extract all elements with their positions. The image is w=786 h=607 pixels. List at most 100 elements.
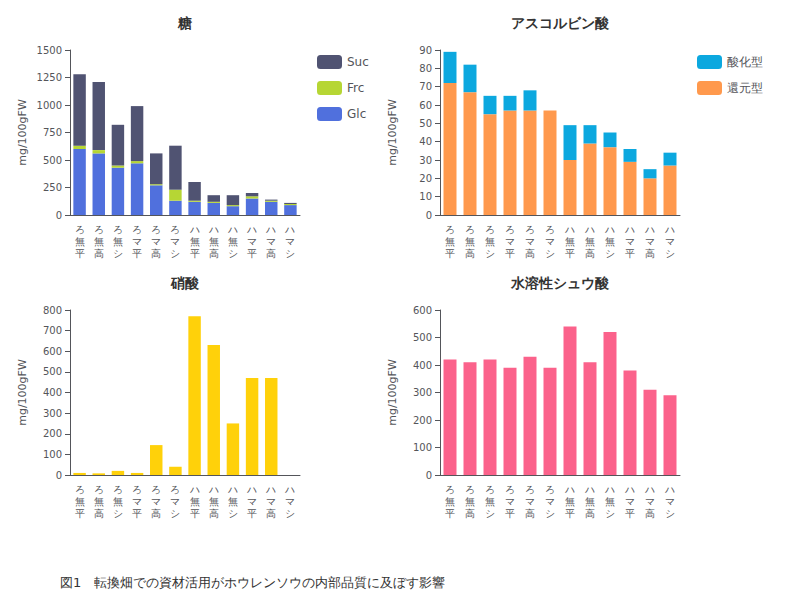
svg-text:ろ: ろ [132, 484, 142, 495]
svg-text:マ: マ [170, 236, 180, 247]
svg-text:700: 700 [43, 325, 62, 336]
svg-text:平: 平 [505, 508, 515, 519]
svg-text:ろ: ろ [151, 224, 161, 235]
svg-text:マ: マ [151, 496, 161, 507]
svg-text:ろ: ろ [485, 484, 495, 495]
svg-text:マ: マ [285, 236, 295, 247]
svg-text:Frc: Frc [347, 81, 364, 95]
svg-text:高: 高 [465, 248, 475, 259]
svg-text:ハ: ハ [246, 484, 257, 495]
svg-text:高: 高 [645, 248, 655, 259]
svg-text:シ: シ [485, 508, 495, 519]
svg-text:ハ: ハ [644, 484, 655, 495]
svg-text:無: 無 [75, 496, 85, 507]
svg-text:マ: マ [645, 496, 655, 507]
svg-text:ハ: ハ [189, 484, 200, 495]
svg-text:無: 無 [209, 496, 219, 507]
svg-text:ろ: ろ [113, 484, 123, 495]
svg-text:500: 500 [413, 332, 432, 343]
svg-text:マ: マ [285, 496, 295, 507]
svg-text:マ: マ [151, 236, 161, 247]
svg-text:高: 高 [151, 508, 161, 519]
svg-text:ろ: ろ [94, 224, 104, 235]
svg-text:1250: 1250 [37, 72, 62, 83]
svg-text:ハ: ハ [564, 224, 575, 235]
svg-text:マ: マ [545, 236, 555, 247]
svg-text:ハ: ハ [584, 224, 595, 235]
svg-text:水溶性シュウ酸: 水溶性シュウ酸 [510, 275, 610, 291]
svg-text:ハ: ハ [189, 224, 200, 235]
svg-text:平: 平 [190, 248, 200, 259]
svg-text:ハ: ハ [664, 484, 675, 495]
svg-text:マ: マ [266, 236, 276, 247]
svg-text:マ: マ [645, 236, 655, 247]
svg-text:0: 0 [56, 210, 62, 221]
svg-text:ろ: ろ [113, 224, 123, 235]
svg-text:平: 平 [505, 248, 515, 259]
svg-text:無: 無 [75, 236, 85, 247]
svg-text:400: 400 [413, 360, 432, 371]
svg-text:高: 高 [266, 248, 276, 259]
svg-text:0: 0 [426, 470, 432, 481]
svg-text:ハ: ハ [624, 224, 635, 235]
svg-text:無: 無 [94, 496, 104, 507]
svg-text:マ: マ [525, 496, 535, 507]
svg-text:マ: マ [625, 496, 635, 507]
svg-text:平: 平 [247, 508, 257, 519]
svg-text:20: 20 [419, 173, 432, 184]
svg-text:平: 平 [565, 248, 575, 259]
svg-text:シ: シ [285, 508, 295, 519]
svg-text:90: 90 [419, 45, 432, 56]
svg-text:mg/100gFW: mg/100gFW [386, 359, 399, 426]
svg-text:800: 800 [43, 305, 62, 316]
svg-text:マ: マ [247, 496, 257, 507]
svg-text:100: 100 [43, 449, 62, 460]
svg-text:無: 無 [209, 236, 219, 247]
svg-text:高: 高 [585, 248, 595, 259]
svg-text:ろ: ろ [170, 484, 180, 495]
svg-text:100: 100 [413, 442, 432, 453]
svg-text:ハ: ハ [208, 484, 219, 495]
svg-text:ろ: ろ [445, 484, 455, 495]
svg-text:ハ: ハ [227, 224, 238, 235]
svg-text:ハ: ハ [624, 484, 635, 495]
svg-text:無: 無 [445, 496, 455, 507]
svg-text:平: 平 [190, 508, 200, 519]
svg-text:シ: シ [228, 248, 238, 259]
svg-text:シ: シ [285, 248, 295, 259]
svg-text:無: 無 [228, 236, 238, 247]
svg-text:ハ: ハ [208, 224, 219, 235]
svg-text:70: 70 [419, 81, 432, 92]
svg-text:平: 平 [445, 248, 455, 259]
svg-text:マ: マ [132, 236, 142, 247]
svg-text:マ: マ [266, 496, 276, 507]
svg-text:ハ: ハ [584, 484, 595, 495]
svg-text:ハ: ハ [284, 484, 295, 495]
svg-text:高: 高 [94, 248, 104, 259]
svg-text:80: 80 [419, 63, 432, 74]
svg-text:ハ: ハ [284, 224, 295, 235]
svg-text:マ: マ [505, 496, 515, 507]
svg-text:糖: 糖 [177, 15, 192, 31]
svg-text:mg/100gFW: mg/100gFW [16, 99, 29, 166]
svg-text:ハ: ハ [604, 224, 615, 235]
svg-text:300: 300 [413, 387, 432, 398]
svg-text:高: 高 [266, 508, 276, 519]
svg-text:高: 高 [585, 508, 595, 519]
svg-text:マ: マ [665, 496, 675, 507]
svg-text:高: 高 [151, 248, 161, 259]
svg-text:ろ: ろ [525, 224, 535, 235]
svg-text:750: 750 [43, 127, 62, 138]
svg-text:mg/100gFW: mg/100gFW [386, 99, 399, 166]
svg-text:マ: マ [625, 236, 635, 247]
svg-text:シ: シ [545, 508, 555, 519]
svg-text:マ: マ [505, 236, 515, 247]
svg-text:シ: シ [485, 248, 495, 259]
svg-text:500: 500 [43, 155, 62, 166]
svg-text:シ: シ [113, 248, 123, 259]
svg-text:シ: シ [605, 248, 615, 259]
svg-text:シ: シ [665, 508, 675, 519]
svg-text:ろ: ろ [75, 224, 85, 235]
svg-text:平: 平 [132, 248, 142, 259]
svg-text:無: 無 [465, 236, 475, 247]
